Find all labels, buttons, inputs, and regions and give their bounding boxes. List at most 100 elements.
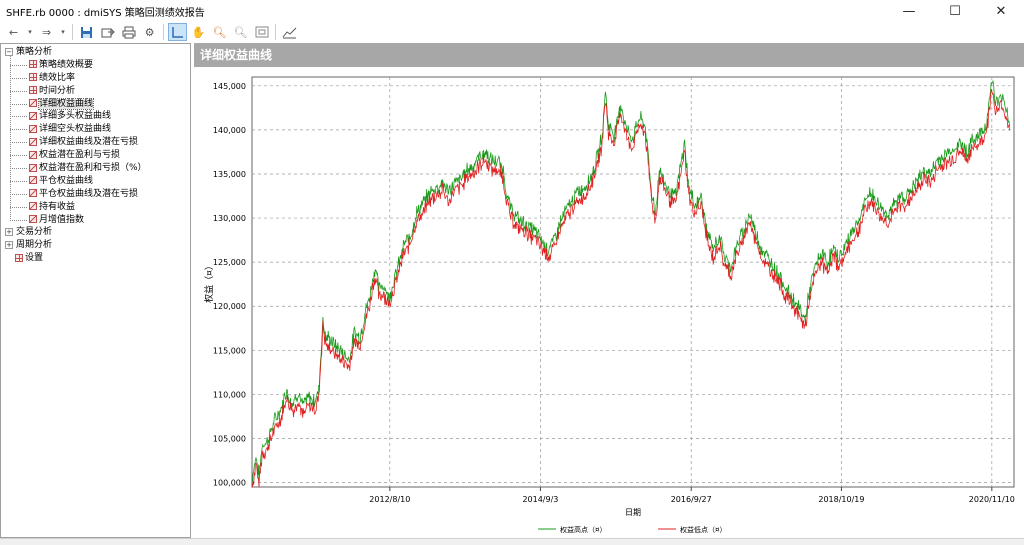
toolbar: ← ▾ ⇒ ▾ ⚙ ✋ 🔍︎ 🔍︎ — [0, 22, 1024, 42]
tree-item[interactable]: 权益潜在盈利和亏损（%） — [1, 162, 190, 175]
tree-item[interactable]: 权益潜在盈利与亏损 — [1, 149, 190, 162]
chart-report-icon — [29, 202, 37, 211]
tree-item-label[interactable]: 平仓权益曲线及潜在亏损 — [39, 188, 139, 199]
tree-item-label[interactable]: 详细权益曲线及潜在亏损 — [39, 137, 139, 148]
chart-report-icon — [29, 111, 37, 120]
series-line-high — [251, 79, 1010, 482]
tree-item[interactable]: 详细权益曲线 — [1, 97, 190, 111]
toolbar-separator — [275, 24, 276, 40]
tree-item-label[interactable]: 权益潜在盈利与亏损 — [39, 150, 121, 161]
tree-connector — [10, 77, 27, 79]
export-icon[interactable] — [98, 23, 117, 41]
tree-item-label[interactable]: 绩效比率 — [39, 72, 76, 83]
x-tick-label: 2014/9/3 — [522, 495, 558, 504]
settings-gear-icon[interactable]: ⚙ — [144, 25, 155, 39]
toolbar-separator — [72, 24, 73, 40]
equity-chart[interactable]: 100,000 105,000 110,000 115,000 120,000 125,0… — [194, 67, 1024, 538]
expand-icon[interactable]: + — [5, 227, 13, 236]
dropdown-icon[interactable]: ▾ — [28, 28, 32, 36]
tree-item[interactable]: 绩效比率 — [1, 72, 190, 85]
tree-connector — [10, 155, 27, 157]
crosshair-cursor-icon[interactable] — [168, 23, 187, 41]
tree-item-label[interactable]: 平仓权益曲线 — [39, 175, 94, 186]
x-tick-label: 2020/11/10 — [969, 495, 1015, 504]
maximize-button[interactable]: ☐ — [949, 3, 961, 19]
window-title: SHFE.rb 0000 : dmiSYS 策略回测绩效报告 — [6, 7, 205, 19]
hand-pan-icon[interactable]: ✋ — [191, 25, 206, 39]
tree-item[interactable]: 详细权益曲线及潜在亏损 — [1, 136, 190, 149]
tree-item-label[interactable]: 持有收益 — [39, 201, 76, 212]
y-tick-label: 100,000 — [213, 479, 246, 488]
tree-item[interactable]: 平仓权益曲线及潜在亏损 — [1, 188, 190, 201]
chart-report-icon — [29, 99, 37, 108]
tree-group-1[interactable]: + 交易分析 — [1, 226, 190, 239]
chart-report-icon — [29, 163, 37, 172]
tree-connector — [10, 142, 27, 144]
toolbar-separator — [163, 24, 164, 40]
tree-group-label[interactable]: 周期分析 — [16, 240, 53, 251]
legend-label: 权益低点（¤） — [680, 525, 726, 534]
back-arrow-icon[interactable]: ← — [8, 25, 19, 39]
x-tick-label: 2012/8/10 — [369, 495, 410, 504]
legend-label: 权益高点（¤） — [560, 525, 606, 534]
equity-chart-svg[interactable]: 100,000 105,000 110,000 115,000 120,000 125,0… — [194, 67, 1024, 538]
tree-group-label[interactable]: 策略分析 — [16, 47, 53, 57]
table-report-icon — [29, 73, 37, 82]
close-button[interactable]: ✕ — [995, 3, 1007, 19]
tree-item-label[interactable]: 详细多头权益曲线 — [39, 111, 112, 122]
tree-item-label[interactable]: 策略绩效概要 — [39, 59, 94, 70]
chart-report-icon — [29, 150, 37, 159]
chart-report-icon — [29, 137, 37, 146]
x-axis-label: 日期 — [625, 508, 641, 517]
forward-arrow-icon[interactable]: ⇒ — [41, 25, 52, 39]
print-icon[interactable] — [119, 23, 138, 41]
y-tick-label: 110,000 — [213, 390, 246, 399]
tree-group-3[interactable]: 设置 — [1, 252, 190, 265]
tree-item-label[interactable]: 时间分析 — [39, 85, 76, 96]
y-tick-label: 115,000 — [213, 346, 246, 355]
tree-connector — [10, 219, 27, 221]
title-bar: SHFE.rb 0000 : dmiSYS 策略回测绩效报告 — ☐ ✕ — [0, 0, 1024, 22]
zoom-in-icon[interactable]: 🔍︎ — [212, 25, 227, 39]
y-tick-label: 140,000 — [213, 126, 246, 135]
tree-item[interactable]: 策略绩效概要 — [1, 59, 190, 72]
table-report-icon — [29, 60, 37, 69]
chart-report-icon — [29, 124, 37, 133]
chart-report-icon — [29, 215, 37, 224]
tree-connector — [10, 206, 27, 208]
tree-item-label[interactable]: 详细权益曲线 — [37, 97, 95, 110]
tree-group-2[interactable]: + 周期分析 — [1, 239, 190, 252]
tree-item[interactable]: 详细空头权益曲线 — [1, 123, 190, 136]
tree-item[interactable]: 详细多头权益曲线 — [1, 110, 190, 123]
plot-area — [251, 76, 1015, 488]
chart-report-icon — [29, 189, 37, 198]
zoom-reset-icon[interactable] — [252, 23, 271, 41]
tree-group-0[interactable]: − 策略分析 — [1, 46, 190, 59]
tree-item-label[interactable]: 月增值指数 — [39, 214, 85, 225]
tree-item[interactable]: 月增值指数 — [1, 214, 190, 227]
tree-connector — [10, 103, 27, 105]
y-tick-label: 145,000 — [213, 82, 246, 91]
table-report-icon — [29, 86, 37, 95]
collapse-icon[interactable]: − — [5, 47, 13, 56]
tree-connector — [10, 116, 27, 118]
y-tick-label: 125,000 — [213, 258, 246, 267]
tree-item-label[interactable]: 设置 — [25, 253, 44, 264]
tree-item-label[interactable]: 权益潜在盈利和亏损（%） — [39, 163, 147, 174]
save-icon[interactable] — [77, 23, 96, 41]
tree-group-label[interactable]: 交易分析 — [16, 227, 53, 238]
tree-connector — [10, 168, 27, 170]
tree-item[interactable]: 时间分析 — [1, 85, 190, 98]
tree-item-label[interactable]: 详细空头权益曲线 — [39, 124, 112, 135]
expand-icon[interactable]: + — [5, 240, 13, 249]
chart-style-icon[interactable] — [280, 23, 299, 41]
tree-item[interactable]: 持有收益 — [1, 201, 190, 214]
minimize-button[interactable]: — — [902, 3, 916, 19]
y-tick-label: 130,000 — [213, 214, 246, 223]
tree-connector — [10, 180, 27, 182]
report-tree-sidebar: − 策略分析 策略绩效概要 绩效比率 时间分析 详细权益曲线 详细多头权益曲线 详细空头权益曲… — [0, 43, 191, 538]
x-tick-label: 2018/10/19 — [818, 495, 864, 504]
dropdown-icon[interactable]: ▾ — [61, 28, 65, 36]
tree-item[interactable]: 平仓权益曲线 — [1, 175, 190, 188]
zoom-out-icon[interactable]: 🔍︎ — [233, 25, 248, 39]
